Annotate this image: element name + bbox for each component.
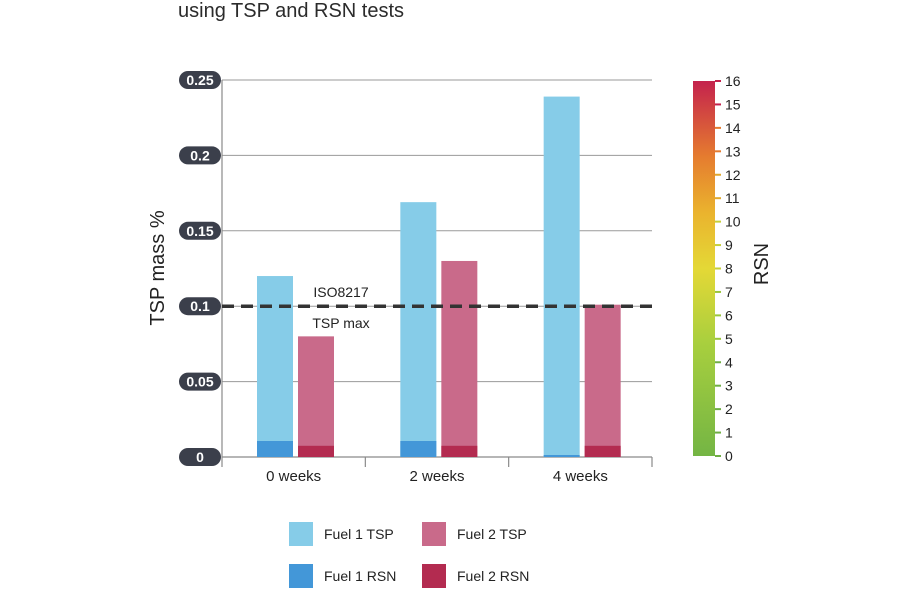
bar-fuel1-tsp <box>257 276 293 457</box>
bar-fuel2-tsp <box>584 304 621 457</box>
y2-tick-label: 16 <box>725 73 741 89</box>
bar-fuel1-tsp <box>400 202 437 457</box>
legend-label: Fuel 1 TSP <box>324 526 394 542</box>
legend-swatch <box>422 522 446 546</box>
y-tick-label: 0.1 <box>190 298 210 314</box>
y-tick-badge <box>179 146 221 165</box>
y2-tick-label: 4 <box>725 354 733 370</box>
y-tick-badge <box>179 71 221 89</box>
y2-tick-label: 3 <box>725 378 733 394</box>
y2-tick-label: 15 <box>725 96 741 112</box>
bar-fuel2-rsn <box>441 445 478 457</box>
y-tick-label: 0.05 <box>186 374 213 390</box>
y2-tick-label: 11 <box>725 190 740 206</box>
legend-label: Fuel 2 RSN <box>457 568 529 584</box>
y-tick-badge <box>179 372 221 391</box>
bar-fuel1-rsn <box>543 455 580 457</box>
x-tick-label: 4 weeks <box>553 468 608 485</box>
legend-swatch <box>422 564 446 588</box>
reference-label-bottom: TSP max <box>312 315 369 331</box>
y2-tick-label: 5 <box>725 331 733 347</box>
bar-fuel2-tsp <box>298 336 334 457</box>
y2-tick-label: 9 <box>725 237 733 253</box>
y-axis-title: TSP mass % <box>147 210 169 325</box>
y2-tick-label: 2 <box>725 401 733 417</box>
reference-label-top: ISO8217 <box>313 284 368 300</box>
y2-tick-label: 1 <box>725 425 733 441</box>
y2-tick-label: 0 <box>725 448 733 464</box>
y-tick-badge <box>179 221 221 240</box>
y-tick-label: 0.15 <box>186 223 213 239</box>
bar-fuel1-rsn <box>400 441 437 457</box>
legend-label: Fuel 2 TSP <box>457 526 527 542</box>
y2-tick-label: 6 <box>725 307 733 323</box>
y-tick-label: 0.25 <box>186 72 213 88</box>
y2-axis-title: RSN <box>751 243 773 285</box>
x-tick-label: 0 weeks <box>266 468 321 485</box>
y-tick-label: 0.2 <box>190 147 210 163</box>
y2-tick-label: 14 <box>725 120 741 136</box>
legend-label: Fuel 1 RSN <box>324 568 396 584</box>
y2-tick-label: 10 <box>725 214 741 230</box>
bar-fuel2-rsn <box>584 445 621 457</box>
legend-swatch <box>289 564 313 588</box>
y-tick-label: 0 <box>196 449 204 465</box>
bar-fuel1-rsn <box>257 441 293 457</box>
rsn-color-scale <box>693 81 715 456</box>
y2-tick-label: 12 <box>725 167 741 183</box>
bar-fuel2-tsp <box>441 260 478 457</box>
y2-tick-label: 8 <box>725 261 733 277</box>
y2-tick-label: 7 <box>725 284 733 300</box>
x-tick-label: 2 weeks <box>409 468 464 485</box>
bar-fuel1-tsp <box>543 96 580 457</box>
bar-fuel2-rsn <box>298 445 334 457</box>
y2-tick-label: 13 <box>725 143 741 159</box>
chart-title: using TSP and RSN tests <box>178 0 405 22</box>
y-tick-badge <box>179 297 221 316</box>
y-tick-badge <box>179 448 221 466</box>
legend-swatch <box>289 522 313 546</box>
